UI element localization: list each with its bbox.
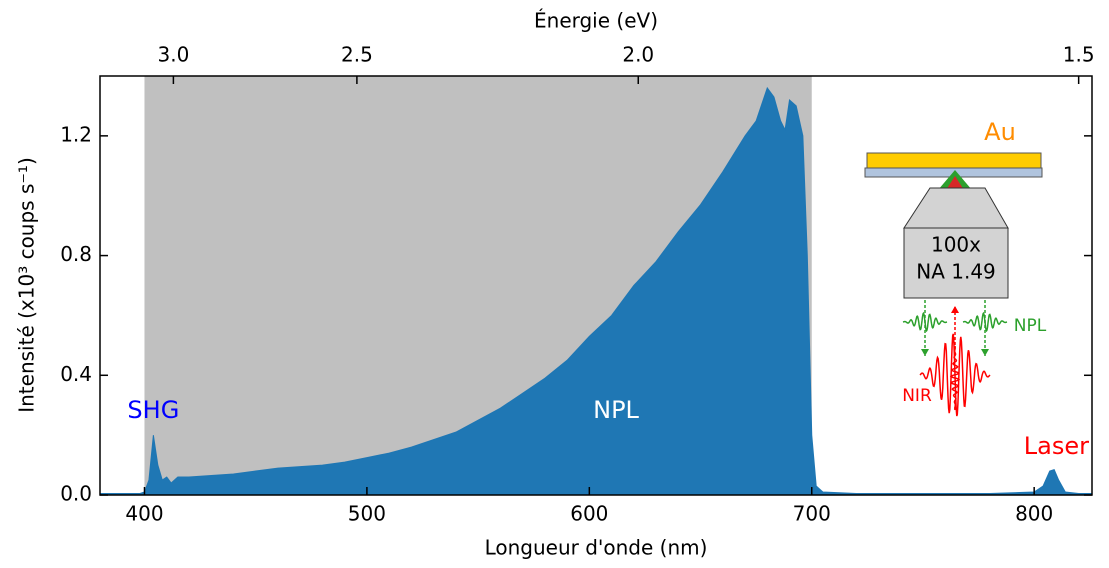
inset-label: NA 1.49 — [916, 260, 996, 284]
x2-tick-label: 2.0 — [622, 43, 654, 67]
wave-packet — [949, 345, 961, 411]
y-tick-label: 1.2 — [60, 122, 92, 146]
waves — [902, 300, 1008, 417]
x-tick-label: 800 — [1015, 502, 1053, 526]
axes-frame — [99, 75, 1093, 496]
x-axis-label: Longueur d'onde (nm) — [485, 536, 708, 560]
inset-label: Au — [984, 118, 1016, 146]
annotation: Laser — [1024, 432, 1089, 460]
annotation: NPL — [593, 396, 639, 424]
x-tick-label: 500 — [348, 502, 386, 526]
annotation: SHG — [127, 396, 179, 424]
x-tick-label: 600 — [570, 502, 608, 526]
plot — [99, 76, 1093, 496]
inset-label: 100x — [931, 233, 981, 257]
y-tick-label: 0.4 — [60, 362, 92, 386]
objective-body — [903, 227, 1009, 299]
inset: Au 100x NA 1.49 NPL NIR — [864, 118, 1047, 417]
x2-tick-label: 1.5 — [1063, 43, 1095, 67]
arrow-head — [981, 349, 989, 356]
x-tick-label: 400 — [125, 502, 163, 526]
beam-cone — [946, 176, 964, 190]
y-tick-label: 0.8 — [60, 242, 92, 266]
inset-label: NPL — [1014, 316, 1047, 336]
x2-axis-label: Énergie (eV) — [534, 9, 658, 33]
y-tick-label: 0.0 — [60, 482, 92, 506]
inset-label: NIR — [902, 386, 932, 406]
y-axis-label: Intensité (x10³ coups s⁻¹) — [15, 157, 39, 413]
arrow-head — [921, 349, 929, 356]
arrow-head — [951, 306, 959, 313]
x2-tick-label: 2.5 — [341, 43, 373, 67]
spectrum-area — [99, 86, 1093, 496]
x-tick-label: 700 — [793, 502, 831, 526]
gold-layer — [866, 152, 1042, 169]
objective-top — [903, 187, 1009, 229]
x2-tick-label: 3.0 — [157, 43, 189, 67]
